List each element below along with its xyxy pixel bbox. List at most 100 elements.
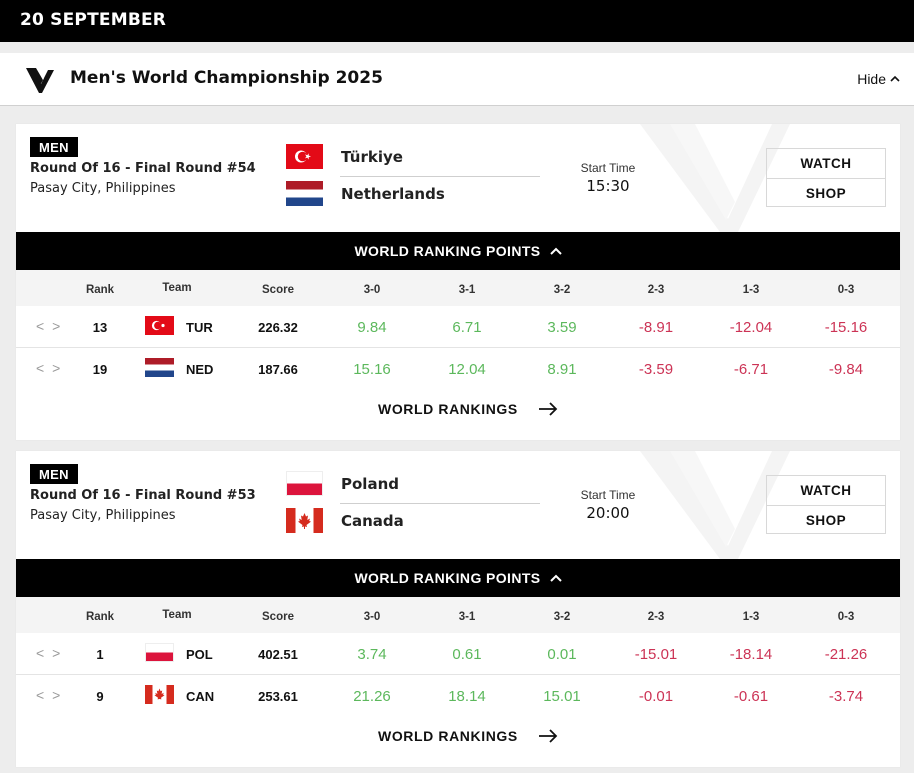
points-value: -15.01: [634, 646, 678, 663]
turkey-flag-icon: [286, 144, 323, 169]
points-value: -18.14: [729, 646, 773, 663]
compare-arrows-icon[interactable]: < >: [36, 645, 63, 661]
team-2-name: Netherlands: [341, 184, 445, 203]
category-badge: MEN: [30, 137, 78, 157]
start-time-label: Start Time: [580, 161, 636, 175]
ranking-table-header: Rank Team Score 3-0 3-1 3-2 2-3 1-3 0-3: [16, 270, 900, 306]
points-value: -0.61: [733, 688, 769, 705]
action-box: WATCH SHOP: [766, 148, 886, 207]
date-header: 20 SEPTEMBER: [0, 0, 914, 42]
hide-label: Hide: [857, 71, 886, 87]
watch-button[interactable]: WATCH: [800, 156, 852, 171]
match-card: MEN Round Of 16 - Final Round #54 Pasay …: [16, 124, 900, 440]
vnl-logo-icon: [26, 68, 54, 93]
points-value: 12.04: [448, 361, 486, 378]
compare-arrows-icon[interactable]: < >: [36, 318, 63, 334]
shop-button[interactable]: SHOP: [767, 178, 885, 207]
world-ranking-points-label: WORLD RANKING POINTS: [354, 570, 541, 586]
watch-button[interactable]: WATCH: [800, 483, 852, 498]
points-value: -6.71: [733, 361, 769, 378]
rank-value: 13: [92, 320, 108, 335]
result-header: 3-2: [553, 611, 571, 623]
team-1[interactable]: Poland: [286, 471, 399, 496]
championship-header: Men's World Championship 2025 Hide: [0, 53, 914, 106]
points-value: 6.71: [452, 319, 482, 336]
world-rankings-label: WORLD RANKINGS: [378, 401, 518, 417]
rank-header: Rank: [85, 284, 115, 296]
points-value: 18.14: [448, 688, 486, 705]
team-1[interactable]: Türkiye: [286, 144, 403, 169]
result-header: 1-3: [742, 611, 760, 623]
result-header: 0-3: [837, 284, 855, 296]
start-time-label: Start Time: [580, 488, 636, 502]
world-rankings-link[interactable]: WORLD RANKINGS: [378, 728, 558, 744]
arrow-right-icon: [538, 402, 558, 416]
arrow-right-icon: [538, 729, 558, 743]
round-label: Round Of 16 - Final Round #54: [30, 161, 256, 176]
team-2-name: Canada: [341, 511, 404, 530]
team-2[interactable]: Canada: [286, 508, 404, 533]
start-time: 20:00: [586, 504, 630, 522]
compare-arrows-icon[interactable]: < >: [36, 360, 63, 376]
shop-button[interactable]: SHOP: [767, 505, 885, 534]
result-header: 3-0: [363, 611, 381, 623]
team-1-name: Türkiye: [341, 147, 403, 166]
table-row: < > 9 CAN 253.61 21.26 18.14 15.01 -0.01…: [16, 675, 900, 717]
championship-title: Men's World Championship 2025: [70, 68, 383, 88]
score-header: Score: [262, 611, 294, 623]
result-header: 0-3: [837, 611, 855, 623]
world-ranking-points-label: WORLD RANKING POINTS: [354, 243, 541, 259]
poland-flag-icon: [145, 643, 174, 662]
result-header: 3-2: [553, 284, 571, 296]
points-value: 9.84: [357, 319, 387, 336]
start-time: 15:30: [586, 177, 630, 195]
venue-label: Pasay City, Philippines: [30, 508, 176, 523]
watermark-logo-icon: [640, 451, 790, 559]
chevron-up-icon: [890, 75, 900, 82]
table-row: < > 13 TUR 226.32 9.84 6.71 3.59 -8.91 -…: [16, 306, 900, 348]
result-header: 1-3: [742, 284, 760, 296]
team-divider: [340, 176, 540, 177]
team-1-name: Poland: [341, 474, 399, 493]
compare-arrows-icon[interactable]: < >: [36, 687, 63, 703]
result-header: 3-0: [363, 284, 381, 296]
team-code: NED: [186, 362, 214, 377]
team-divider: [340, 503, 540, 504]
rank-value: 9: [96, 689, 104, 704]
points-value: -3.59: [638, 361, 674, 378]
round-label: Round Of 16 - Final Round #53: [30, 488, 256, 503]
team-2[interactable]: Netherlands: [286, 181, 445, 206]
rank-value: 1: [96, 647, 104, 662]
netherlands-flag-icon: [286, 181, 323, 206]
points-value: -8.91: [638, 319, 674, 336]
score-value: 402.51: [258, 647, 298, 662]
result-header: 2-3: [647, 284, 665, 296]
points-value: 0.01: [547, 646, 577, 663]
ranking-table-header: Rank Team Score 3-0 3-1 3-2 2-3 1-3 0-3: [16, 597, 900, 633]
points-value: -15.16: [824, 319, 868, 336]
team-code: CAN: [186, 689, 215, 704]
hide-button[interactable]: Hide: [857, 71, 900, 87]
world-ranking-points-toggle[interactable]: WORLD RANKING POINTS: [16, 559, 900, 597]
match-card: MEN Round Of 16 - Final Round #53 Pasay …: [16, 451, 900, 767]
points-value: 8.91: [547, 361, 577, 378]
result-header: 2-3: [647, 611, 665, 623]
points-value: 21.26: [353, 688, 391, 705]
world-rankings-link[interactable]: WORLD RANKINGS: [378, 401, 558, 417]
poland-flag-icon: [286, 471, 323, 496]
points-value: 15.01: [543, 688, 581, 705]
points-value: 0.61: [452, 646, 482, 663]
team-code: POL: [186, 647, 213, 662]
team-header: Team: [162, 609, 192, 621]
turkey-flag-icon: [145, 316, 174, 335]
chevron-up-icon: [549, 247, 562, 255]
venue-label: Pasay City, Philippines: [30, 181, 176, 196]
table-row: < > 1 POL 402.51 3.74 0.61 0.01 -15.01 -…: [16, 633, 900, 675]
points-value: -0.01: [638, 688, 674, 705]
world-ranking-points-toggle[interactable]: WORLD RANKING POINTS: [16, 232, 900, 270]
netherlands-flag-icon: [145, 358, 174, 377]
points-value: 3.59: [547, 319, 577, 336]
result-header: 3-1: [458, 284, 476, 296]
points-value: -9.84: [828, 361, 864, 378]
points-value: 15.16: [353, 361, 391, 378]
